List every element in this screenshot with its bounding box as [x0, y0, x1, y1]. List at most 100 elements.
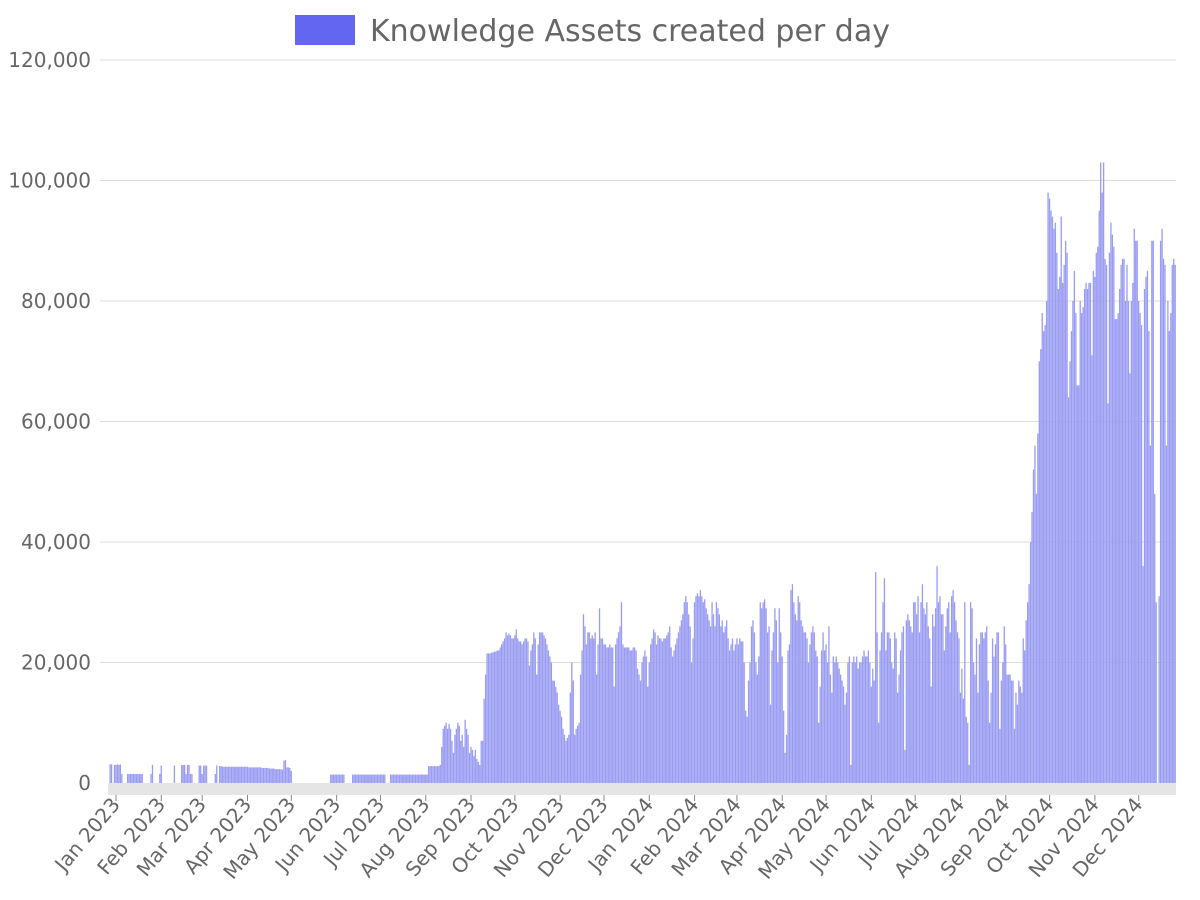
bar: [403, 774, 405, 783]
bar: [952, 590, 954, 783]
bar: [517, 638, 519, 783]
bar: [745, 710, 747, 783]
legend-label: Knowledge Assets created per day: [370, 14, 890, 49]
bar: [949, 632, 951, 784]
bar: [1029, 542, 1032, 783]
bar: [188, 764, 190, 783]
bar: [1094, 276, 1096, 783]
bar: [278, 769, 281, 783]
bar: [933, 626, 935, 783]
bar: [287, 767, 290, 783]
bar: [363, 774, 365, 783]
bar: [787, 650, 789, 783]
bar: [633, 647, 636, 783]
bar: [902, 626, 905, 783]
bar: [571, 662, 573, 783]
bar: [915, 614, 918, 783]
bar: [968, 764, 970, 783]
bar: [831, 692, 833, 784]
bar: [886, 632, 889, 784]
bar: [249, 767, 252, 783]
bar: [1045, 301, 1048, 783]
bar: [384, 774, 386, 783]
bar: [692, 638, 694, 783]
bar: [685, 596, 687, 783]
bar: [813, 632, 815, 784]
bar: [1021, 692, 1023, 784]
bar: [631, 650, 633, 783]
bar: [233, 766, 235, 783]
bar: [728, 650, 731, 783]
bar: [638, 674, 640, 783]
bar: [845, 692, 848, 784]
bar: [471, 749, 474, 783]
bar: [629, 650, 631, 783]
bar: [880, 632, 883, 784]
bar: [804, 632, 807, 784]
bar: [664, 638, 666, 783]
bar: [134, 773, 136, 783]
bar: [673, 650, 675, 783]
bar: [771, 650, 773, 783]
bar: [1155, 602, 1157, 783]
bar: [929, 638, 931, 783]
bar: [1171, 264, 1173, 784]
bar: [1173, 258, 1175, 784]
bar: [550, 662, 552, 783]
bar: [818, 722, 820, 783]
bar: [1006, 674, 1008, 783]
bar: [962, 698, 964, 783]
bar: [521, 644, 523, 783]
bar: [1062, 282, 1064, 783]
bar: [872, 668, 874, 783]
bar: [793, 602, 795, 783]
bar: [552, 680, 554, 783]
bar: [131, 773, 133, 783]
bar: [445, 722, 447, 783]
y-tick-label: 120,000: [8, 48, 91, 72]
bar: [460, 740, 462, 783]
bar: [647, 686, 649, 783]
bar: [595, 674, 598, 783]
bar: [360, 774, 363, 783]
bar: [578, 722, 580, 783]
bar: [945, 626, 947, 783]
bar: [198, 765, 200, 783]
bar: [487, 653, 490, 783]
bar: [829, 674, 832, 783]
bar: [289, 767, 291, 783]
bar: [721, 620, 723, 783]
bar: [1100, 162, 1102, 783]
bar: [429, 766, 431, 783]
bar: [262, 767, 265, 783]
bar: [557, 704, 560, 783]
bar: [733, 650, 735, 783]
bar: [242, 766, 244, 783]
bar: [274, 769, 276, 783]
bar: [977, 692, 979, 784]
bar: [372, 774, 374, 783]
y-tick-label: 0: [78, 771, 91, 795]
bar: [905, 620, 908, 783]
bar: [1066, 252, 1068, 784]
bar: [389, 774, 392, 783]
bar: [435, 766, 437, 783]
bar: [200, 765, 202, 783]
bar: [442, 728, 444, 783]
legend[interactable]: Knowledge Assets created per day: [295, 14, 890, 49]
bar: [1043, 331, 1045, 784]
bar: [800, 620, 802, 783]
bar: [540, 632, 542, 784]
bar: [1132, 282, 1134, 783]
bar: [1076, 385, 1078, 783]
bar: [373, 774, 376, 783]
bar: [763, 599, 766, 783]
bar: [1126, 264, 1128, 784]
bar: [766, 632, 769, 784]
bar: [1105, 264, 1108, 784]
bar: [775, 620, 777, 783]
bar: [953, 602, 956, 783]
bar: [1053, 228, 1055, 783]
bar: [492, 652, 494, 783]
bar: [1170, 313, 1172, 783]
